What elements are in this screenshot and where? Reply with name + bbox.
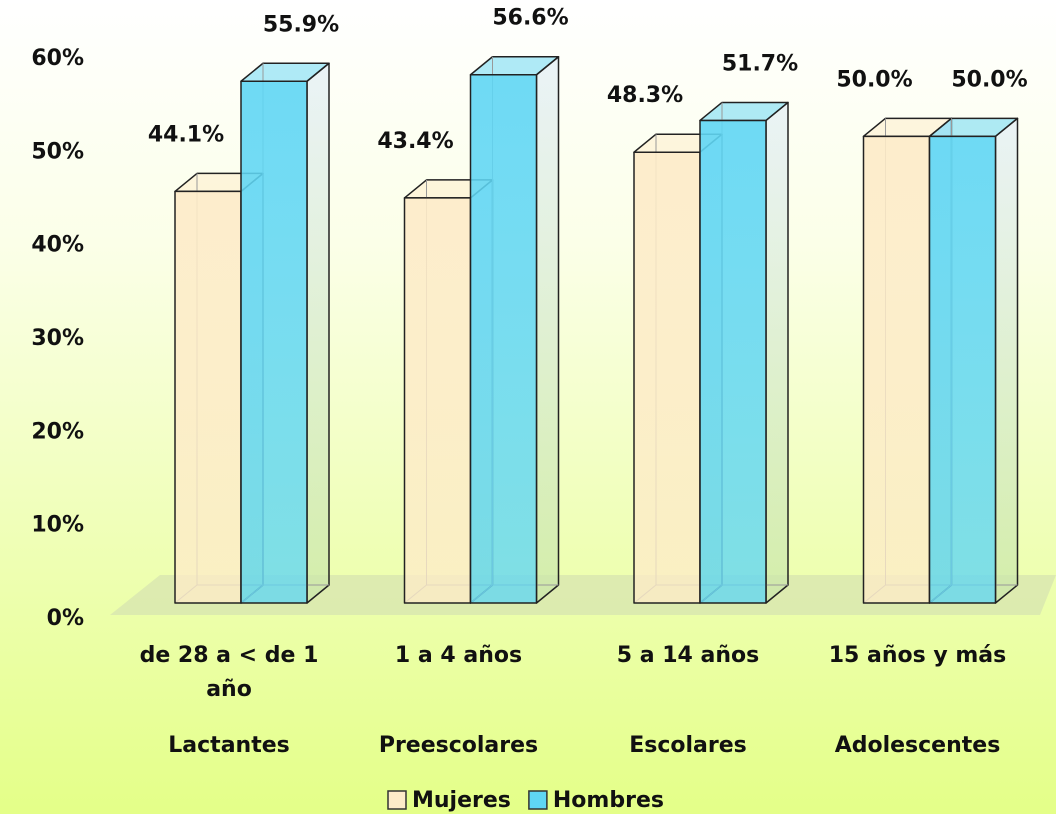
y-tick-label: 0%	[47, 606, 84, 631]
group-label: Lactantes	[168, 733, 289, 758]
group-label: Preescolares	[379, 733, 538, 758]
bar	[240, 80, 308, 604]
data-label: 50.0%	[836, 67, 912, 92]
x-tick-label-line: 15 años y más	[829, 643, 1007, 668]
bar	[469, 73, 538, 604]
y-tick-label: 60%	[31, 46, 84, 71]
x-tick-label-line: 5 a 14 años	[617, 643, 759, 668]
x-tick-label-line: 1 a 4 años	[395, 643, 522, 668]
x-tick-label-line: de 28 a < de 1	[140, 643, 319, 668]
group-label: Adolescentes	[835, 733, 1001, 758]
x-tick-label: 5 a 14 años	[617, 643, 759, 668]
legend-label: Hombres	[553, 788, 664, 813]
bar	[699, 119, 767, 604]
y-tick-label: 20%	[31, 419, 84, 444]
bar-side	[994, 117, 1019, 604]
group-label: Escolares	[629, 733, 747, 758]
data-label: 44.1%	[148, 122, 224, 147]
x-tick-label: 1 a 4 años	[395, 643, 522, 668]
x-tick-label: de 28 a < de 1 año	[140, 643, 319, 702]
data-label: 51.7%	[722, 51, 798, 76]
y-tick-label: 10%	[31, 513, 84, 538]
legend-swatch	[528, 790, 548, 810]
bar	[174, 190, 242, 604]
y-tick-label: 40%	[31, 233, 84, 258]
x-tick-label: 15 años y más	[829, 643, 1007, 668]
plot	[174, 55, 1019, 604]
bar-side	[765, 101, 789, 604]
bar-side	[306, 62, 330, 604]
bar	[633, 151, 701, 604]
bar-side	[535, 55, 560, 604]
data-label: 56.6%	[492, 6, 568, 31]
data-label: 48.3%	[607, 83, 683, 108]
floor	[110, 575, 1056, 615]
data-label: 43.4%	[377, 129, 453, 154]
data-label: 55.9%	[263, 12, 339, 37]
bar	[862, 135, 931, 604]
legend-label: Mujeres	[412, 788, 511, 813]
bar	[403, 197, 472, 604]
data-label: 50.0%	[951, 67, 1027, 92]
x-tick-label-line: año	[206, 677, 252, 702]
legend-swatch	[387, 790, 407, 810]
y-tick-label: 50%	[31, 139, 84, 164]
bar	[928, 135, 997, 604]
y-tick-label: 30%	[31, 326, 84, 351]
